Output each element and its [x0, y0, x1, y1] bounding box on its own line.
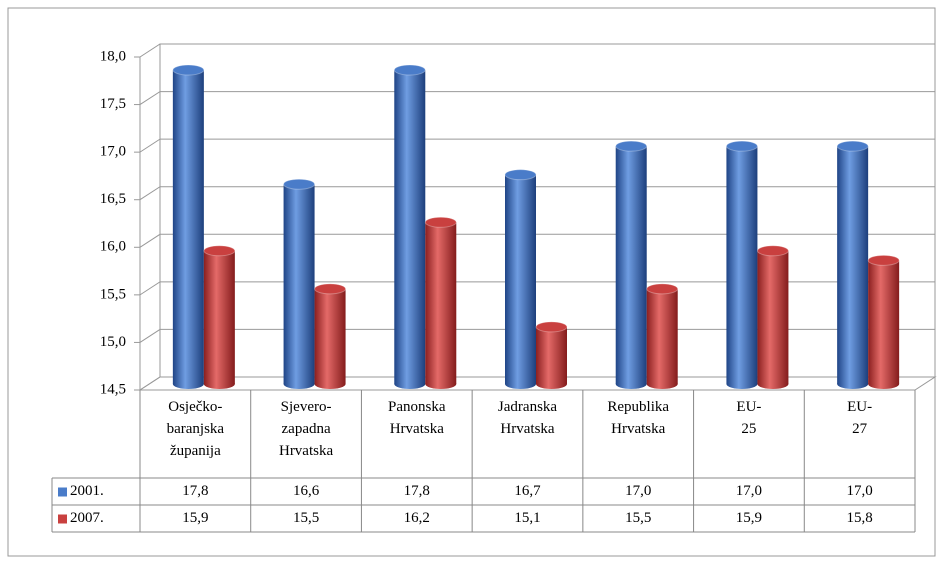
data-label: 15,9 [736, 510, 762, 526]
y-tick-label: 14,5 [100, 381, 126, 397]
bar [314, 283, 347, 389]
bar-body [425, 222, 457, 384]
grid-line [139, 91, 935, 105]
bar-top [393, 64, 426, 76]
bar-body [172, 70, 204, 385]
x-tick-label: Sjevero-zapadna Hrvatska [279, 399, 333, 459]
grid-line [139, 186, 935, 201]
y-tick-label: 17,5 [100, 96, 126, 112]
bar-top [725, 140, 758, 152]
data-label: 17,0 [847, 483, 873, 499]
y-tick-label: 18,0 [100, 48, 126, 64]
data-label: 17,8 [404, 483, 430, 499]
data-label: 15,8 [847, 510, 873, 526]
data-label: 17,8 [182, 483, 208, 499]
bar-body [757, 250, 789, 384]
bar-top [615, 140, 648, 152]
bar [535, 321, 568, 389]
y-tick-label: 15,5 [100, 286, 126, 302]
bar [836, 140, 869, 389]
grid-line [139, 138, 935, 153]
bar-top [646, 283, 679, 295]
bar [646, 283, 679, 389]
bar-body [837, 146, 869, 384]
bar [203, 245, 236, 389]
bar-body [615, 146, 647, 384]
data-label: 17,0 [625, 483, 651, 499]
bar [756, 245, 789, 389]
x-tick-label: Panonska Hrvatska [388, 399, 446, 437]
bar [393, 64, 426, 389]
data-label: 15,5 [625, 510, 651, 526]
bar-body [283, 184, 315, 384]
grid-line [139, 43, 935, 58]
bar-body [394, 70, 426, 385]
bar [504, 169, 537, 389]
legend-label: 2001. [70, 483, 104, 499]
y-tick-label: 15,0 [100, 334, 126, 350]
bar [867, 254, 900, 389]
data-label: 15,9 [182, 510, 208, 526]
bar [172, 64, 205, 389]
bar-body [203, 250, 235, 384]
y-tick-label: 16,0 [100, 239, 126, 255]
data-label: 17,0 [736, 483, 762, 499]
bar [283, 178, 316, 389]
bar-body [726, 146, 758, 384]
bar-body [646, 288, 678, 384]
bar-body [536, 326, 567, 384]
bar-top [836, 140, 869, 152]
legend-key [58, 514, 67, 524]
bar [424, 216, 457, 389]
grid-line [139, 233, 935, 248]
bar-top [314, 283, 347, 295]
bar [725, 140, 758, 389]
bar-body [505, 174, 536, 384]
bar-top [535, 321, 568, 333]
legend-key [58, 487, 67, 497]
data-label: 16,2 [404, 510, 430, 526]
y-tick-label: 17,0 [100, 144, 126, 160]
y-tick-label: 16,5 [100, 191, 126, 207]
data-label: 15,1 [514, 510, 540, 526]
bar-top [504, 169, 537, 181]
bar [615, 140, 648, 389]
x-tick-label: Jadranska Hrvatska [498, 399, 557, 437]
legend-label: 2007. [70, 510, 104, 526]
bar-top [867, 254, 900, 266]
x-tick-label: Osječko-baranjska županija [167, 399, 225, 459]
bar-top [283, 178, 316, 190]
data-label: 16,7 [514, 483, 541, 499]
x-tick-label: EU-27 [847, 399, 872, 437]
bar-top [172, 64, 205, 76]
grid-line [139, 281, 935, 296]
bar-top [756, 245, 789, 257]
x-tick-label: EU-25 [736, 399, 761, 437]
x-tick-label: Republika Hrvatska [607, 399, 669, 437]
bar-top [424, 216, 457, 228]
data-label: 15,5 [293, 510, 319, 526]
data-label: 16,6 [293, 483, 320, 499]
bar-top [203, 245, 236, 257]
bar-body [314, 288, 346, 384]
bar-body [868, 260, 900, 384]
